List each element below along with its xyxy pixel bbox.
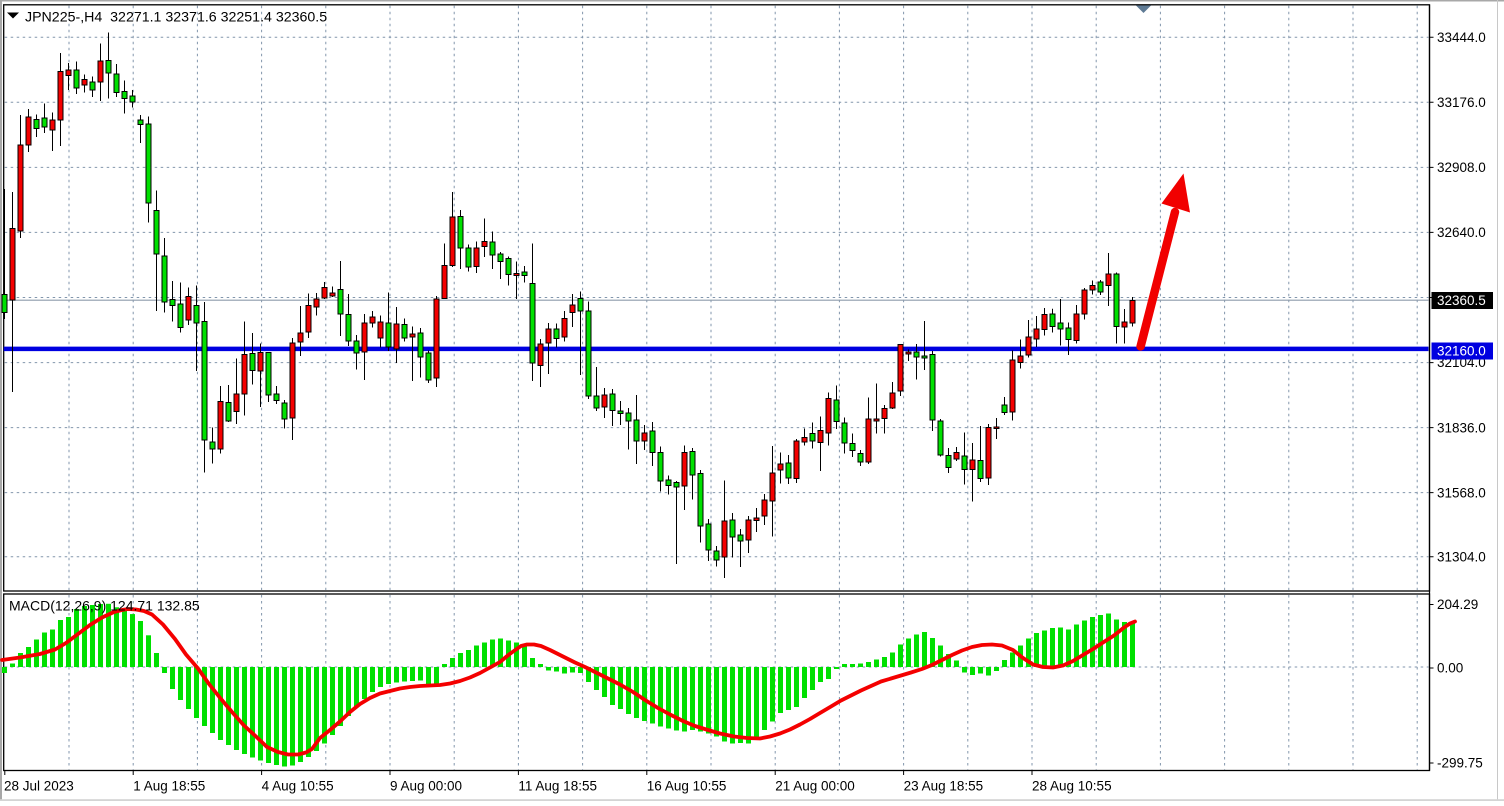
svg-text:16 Aug 10:55: 16 Aug 10:55: [647, 779, 727, 794]
svg-text:0.00: 0.00: [1437, 661, 1463, 676]
svg-text:11 Aug 18:55: 11 Aug 18:55: [518, 779, 597, 794]
svg-text:31836.0: 31836.0: [1437, 420, 1486, 435]
svg-text:9 Aug 00:00: 9 Aug 00:00: [390, 779, 462, 794]
svg-text:32908.0: 32908.0: [1437, 160, 1486, 175]
svg-text:31304.0: 31304.0: [1437, 549, 1486, 564]
svg-text:MACD(12,26,9) 124.71 132.85: MACD(12,26,9) 124.71 132.85: [9, 598, 200, 614]
svg-text:JPN225-,H4 32271.1 32371.6 32: JPN225-,H4 32271.1 32371.6 32251.4 32360…: [25, 10, 327, 26]
svg-text:32360.5: 32360.5: [1437, 293, 1486, 308]
svg-text:1 Aug 18:55: 1 Aug 18:55: [133, 779, 205, 794]
svg-text:33444.0: 33444.0: [1437, 30, 1486, 45]
svg-text:28 Jul 2023: 28 Jul 2023: [4, 779, 74, 794]
svg-text:28 Aug 10:55: 28 Aug 10:55: [1032, 779, 1112, 794]
svg-text:33176.0: 33176.0: [1437, 95, 1486, 110]
svg-text:31568.0: 31568.0: [1437, 485, 1486, 500]
svg-text:204.29: 204.29: [1437, 597, 1478, 612]
svg-text:4 Aug 10:55: 4 Aug 10:55: [262, 779, 334, 794]
svg-text:32160.0: 32160.0: [1437, 344, 1486, 359]
svg-text:23 Aug 18:55: 23 Aug 18:55: [904, 779, 984, 794]
svg-text:-299.75: -299.75: [1437, 756, 1483, 771]
svg-text:21 Aug 00:00: 21 Aug 00:00: [775, 779, 855, 794]
svg-text:32640.0: 32640.0: [1437, 225, 1486, 240]
